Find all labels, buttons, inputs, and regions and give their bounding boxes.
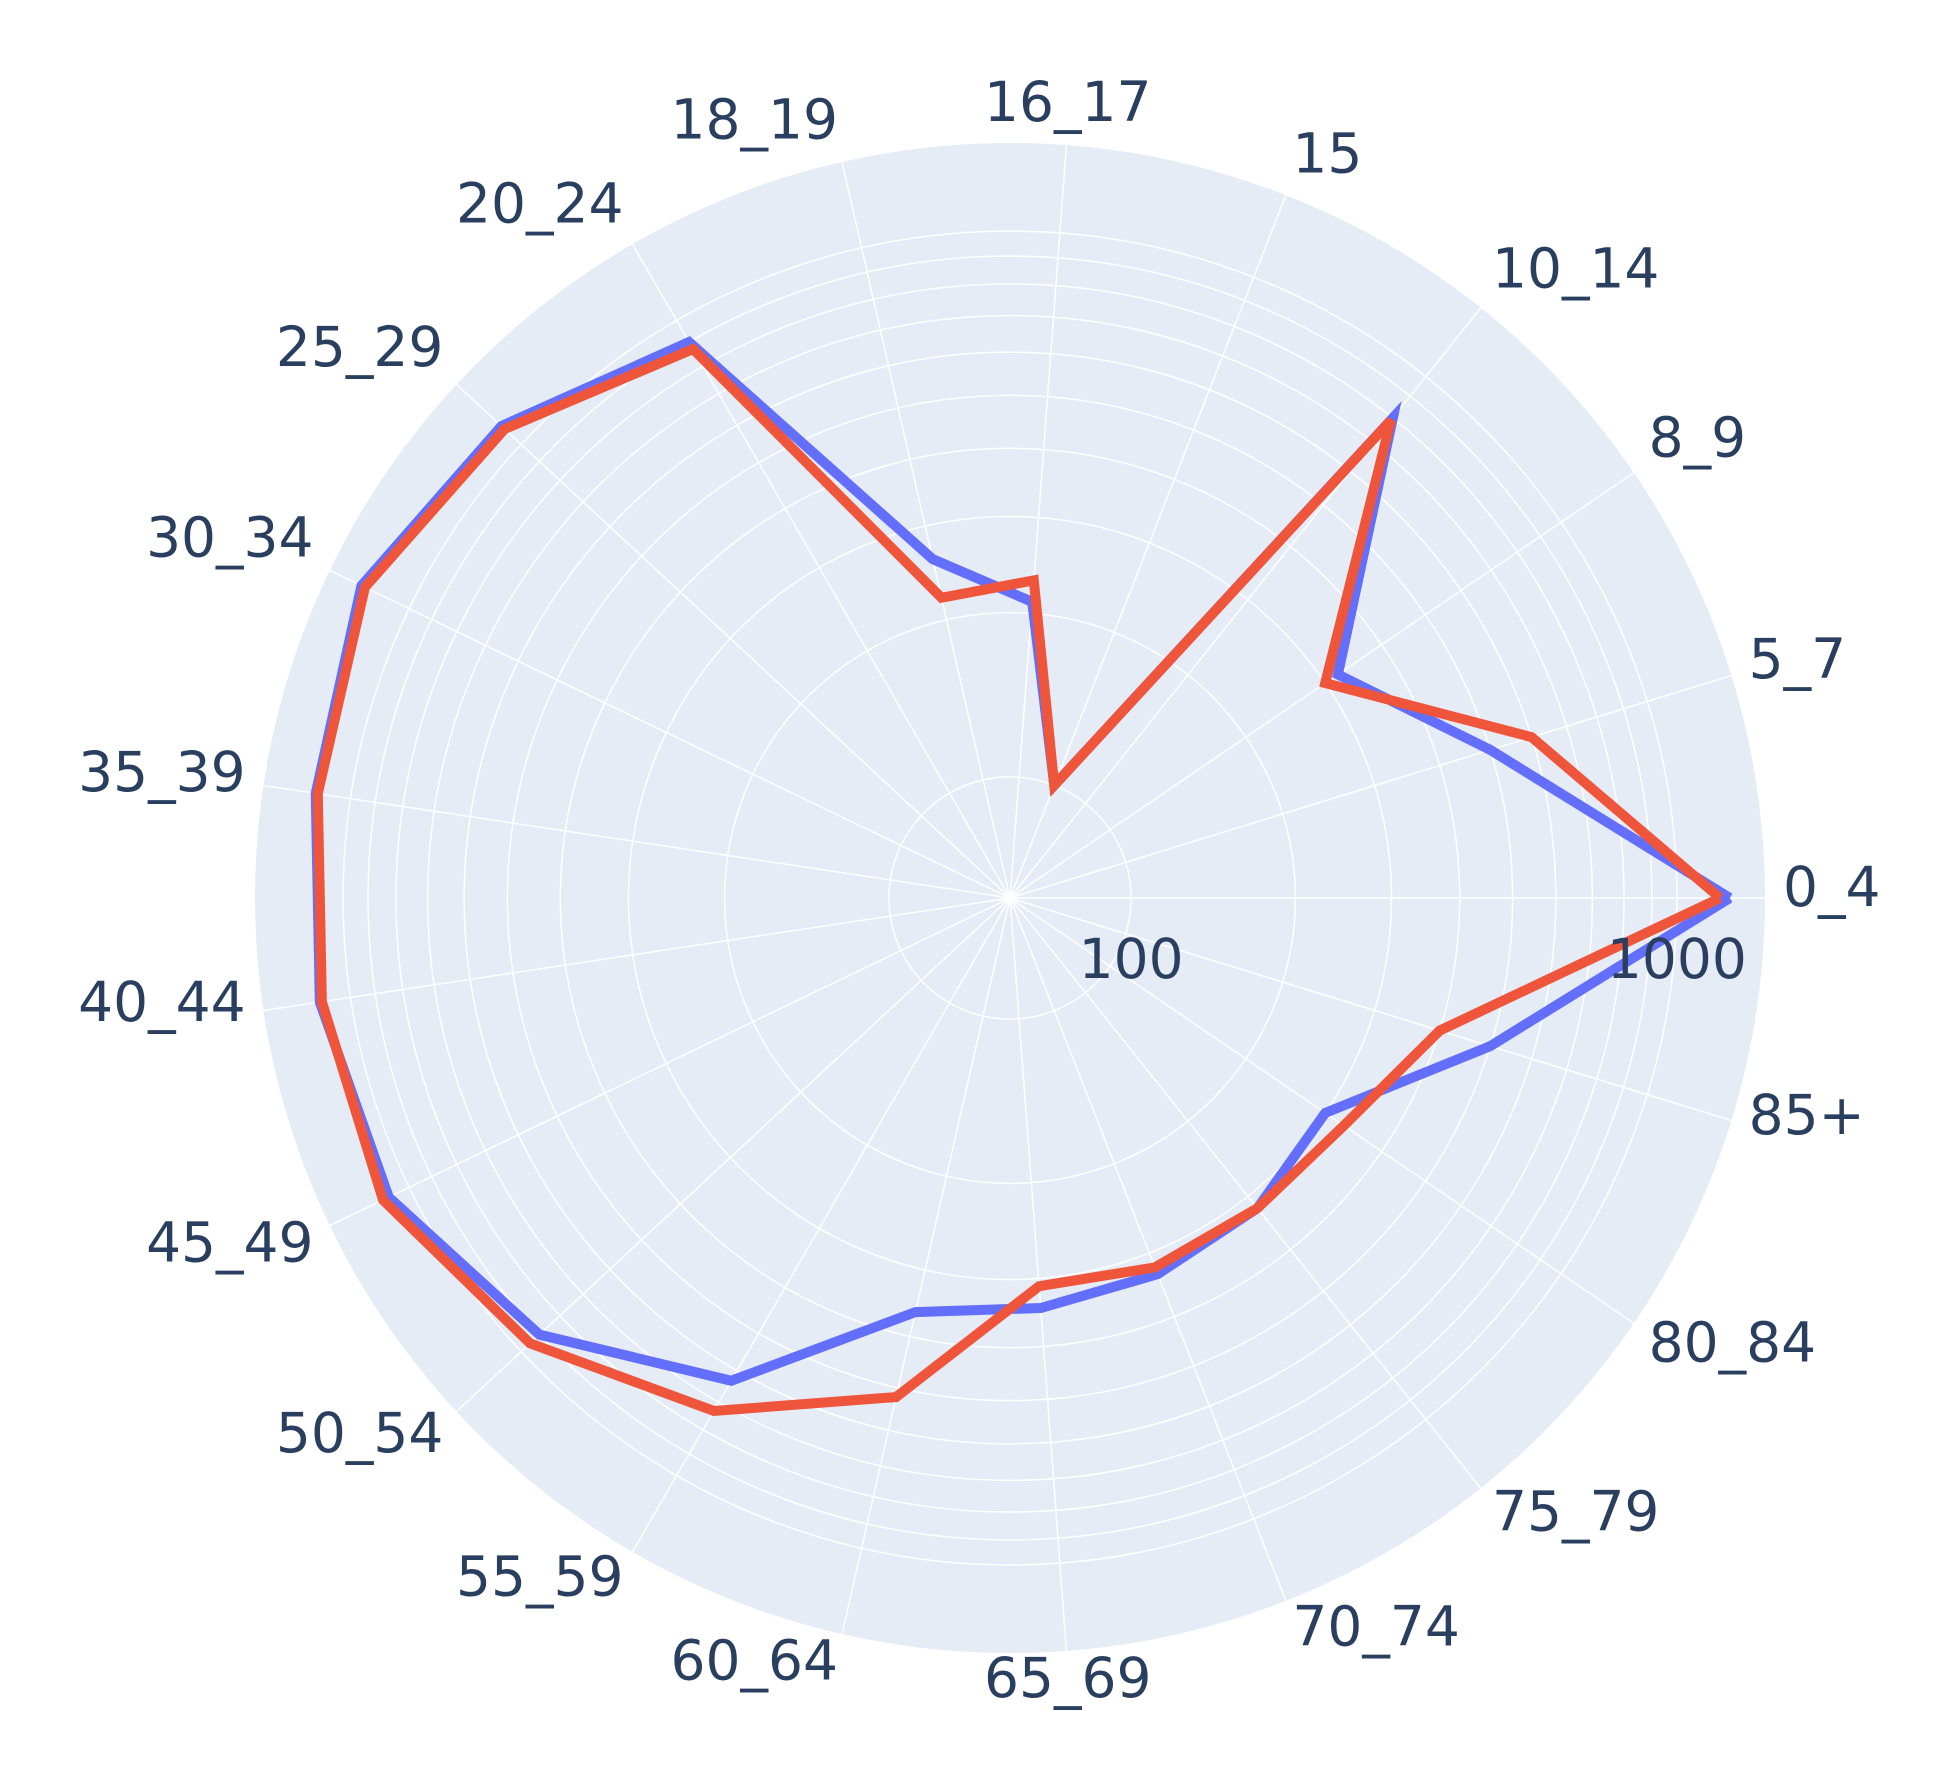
angular-grid-line [263, 784, 1011, 899]
radial-axis-labels: 100 1000 [1079, 927, 1747, 991]
angular-tick-label: 18_19 [671, 87, 838, 151]
angular-grid-line [631, 897, 1011, 1553]
series-line-2 [312, 343, 1724, 1417]
angular-grid-line [1009, 145, 1068, 899]
angular-grid-line [1009, 307, 1482, 899]
angular-grid-line [841, 161, 1011, 899]
angular-grid-line [1009, 674, 1732, 899]
angular-tick-label: 85+ [1749, 1083, 1865, 1147]
angular-tick-label: 20_24 [456, 172, 623, 236]
angular-tick-label: 25_29 [276, 315, 443, 379]
angular-grid-line [456, 383, 1011, 899]
angular-tick-label: 40_44 [78, 970, 245, 1034]
angular-tick-label: 30_34 [146, 506, 313, 570]
angular-tick-label: 10_14 [1492, 237, 1659, 301]
angular-grid-line [263, 897, 1011, 1012]
angular-tick-label: 15 [1292, 121, 1362, 185]
angular-tick-label: 60_64 [671, 1629, 838, 1693]
angular-tick-label: 50_54 [276, 1401, 443, 1465]
angular-grid-line [329, 569, 1011, 899]
angular-grid-line [1009, 897, 1732, 1122]
angular-tick-label: 8_9 [1649, 406, 1747, 470]
angular-tick-label: 45_49 [146, 1210, 313, 1274]
series-layer [310, 336, 1733, 1417]
radial-tick-label: 1000 [1607, 927, 1747, 991]
angular-grid-line [456, 897, 1011, 1413]
angular-tick-label: 55_59 [456, 1544, 623, 1608]
angular-tick-label: 16_17 [984, 70, 1151, 134]
angular-grid-line [1009, 897, 1287, 1602]
angular-tick-label: 35_39 [78, 740, 245, 804]
angular-tick-label: 65_69 [984, 1646, 1151, 1710]
angular-grid-line [329, 897, 1011, 1227]
angular-tick-label: 0_4 [1783, 855, 1881, 919]
angular-tick-label: 80_84 [1649, 1310, 1816, 1374]
angular-tick-label: 5_7 [1749, 627, 1847, 691]
radial-tick-label: 100 [1079, 927, 1184, 991]
angular-tick-label: 70_74 [1292, 1595, 1459, 1659]
angular-grid-line [1009, 897, 1482, 1489]
angular-grid-line [841, 897, 1011, 1635]
angular-axis-labels: 0_4 5_7 8_9 10_14 15 16_17 18_19 20_24 25_29 30_3… [78, 70, 1880, 1710]
angular-grid-line [1009, 897, 1068, 1651]
angular-tick-label: 75_79 [1492, 1479, 1659, 1543]
